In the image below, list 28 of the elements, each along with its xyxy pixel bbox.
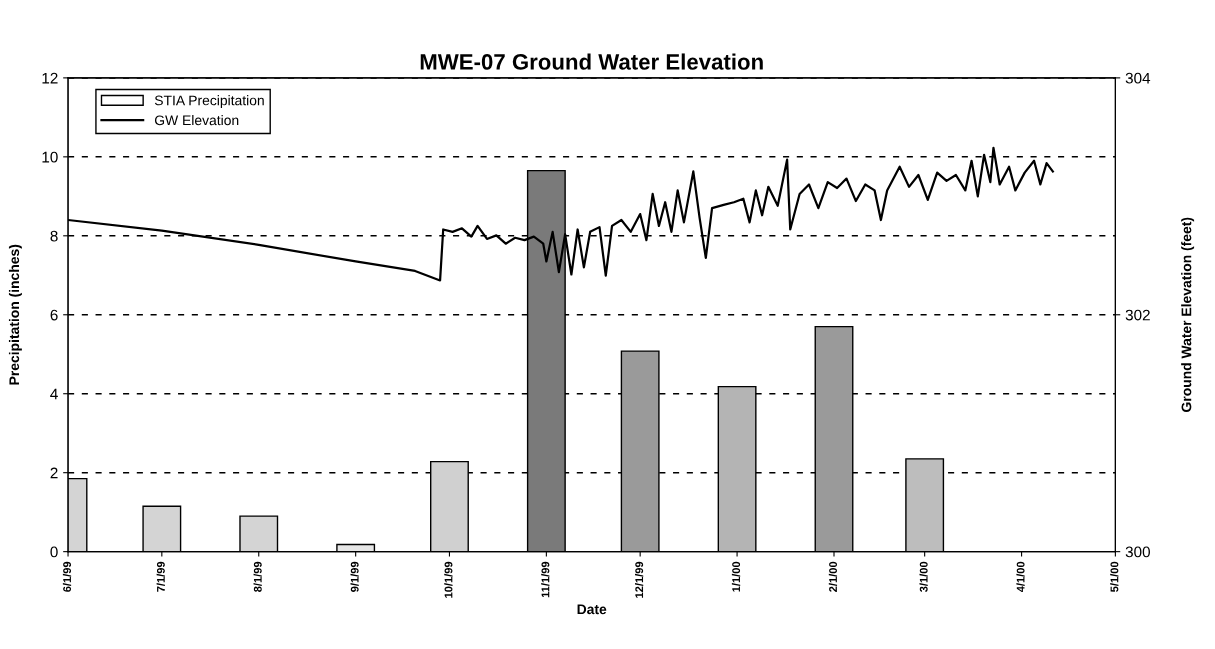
x-tick-label: 8/1/99 [253, 561, 262, 592]
x-tick-label: 11/1/99 [541, 561, 550, 598]
x-tick-label: 5/1/00 [1110, 561, 1119, 592]
y-tick-label: 10 [42, 151, 58, 163]
y-tick-label: 0 [50, 546, 58, 558]
y-tick-label: 4 [50, 388, 58, 400]
y-tick-label: 8 [50, 230, 58, 242]
x-tick-label: 10/1/99 [444, 561, 453, 598]
legend-label: GW Elevation [154, 115, 239, 126]
y2-tick-label: 304 [1125, 72, 1151, 84]
x-tick-label: 2/1/00 [828, 561, 838, 592]
x-tick-label: 6/1/99 [62, 561, 72, 592]
x-tick-label: 1/1/00 [731, 561, 741, 592]
x-tick-label: 12/1/99 [634, 561, 644, 598]
x-tick-label: 4/1/00 [1016, 561, 1025, 593]
legend-label: STIA Precipitation [154, 95, 264, 109]
chart-title: MWE-07 Ground Water Elevation [420, 53, 763, 70]
x-tick-label: 7/1/99 [156, 561, 165, 592]
y2-tick-label: 300 [1125, 546, 1150, 558]
x-tick-label: 3/1/00 [919, 561, 928, 593]
y-axis-title: Precipitation (inches) [8, 244, 22, 385]
x-tick-label: 9/1/99 [350, 561, 359, 592]
x-axis-title: Date [577, 604, 607, 615]
y2-axis-title: Ground Water Elevation (feet) [1181, 217, 1195, 412]
y2-tick-label: 302 [1125, 309, 1150, 321]
y-tick-label: 6 [50, 309, 58, 321]
y-tick-label: 2 [50, 467, 58, 479]
y-tick-label: 12 [42, 72, 58, 84]
